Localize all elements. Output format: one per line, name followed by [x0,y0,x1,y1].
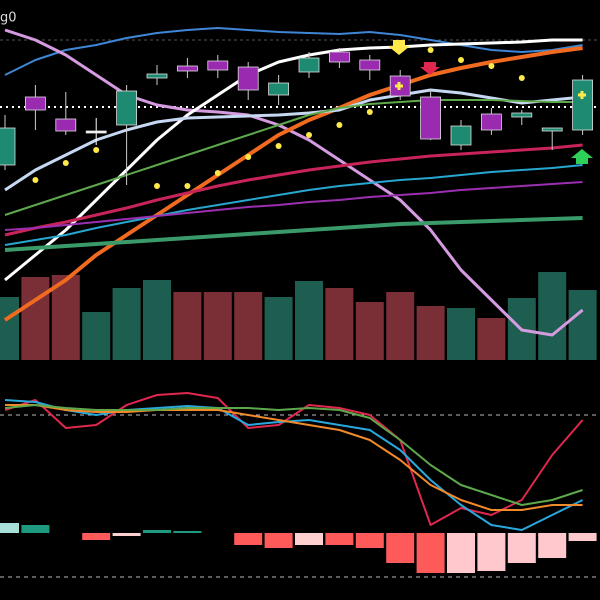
dot [93,147,100,153]
signal-arrow [420,62,440,75]
bar [355,533,384,548]
bar [295,281,323,360]
bar [538,533,567,558]
bar [51,275,80,360]
candle-body [146,73,168,79]
bar [112,533,141,536]
line-series [3,46,583,322]
bar [295,533,323,545]
candle-body [237,66,259,91]
candle-body [328,51,350,63]
bar [507,533,536,563]
signal-arrow [571,149,593,164]
bar [416,533,445,573]
chart-title: g0 [0,11,17,26]
bar [234,533,263,545]
candle-body [207,60,229,71]
signal-arrow [388,40,410,55]
candle-body [176,65,198,72]
bar [264,297,293,360]
candle-body [480,113,502,131]
dot [62,160,69,166]
plot [0,27,597,573]
dot [214,170,221,176]
candle-body [420,96,442,140]
line-series [4,216,583,252]
line-series [5,404,583,511]
dot [154,183,160,189]
line-series [4,399,584,531]
candle-body [116,90,137,126]
bar [325,288,354,360]
candle-body [268,82,290,96]
candle-body [359,59,381,71]
bar [416,306,445,360]
bar [355,302,384,360]
bar [264,533,293,548]
dot [366,109,373,115]
dot [184,183,191,189]
dot [245,154,252,160]
bar [203,292,232,360]
bar [173,531,202,533]
dot [518,75,525,81]
bar [325,533,354,545]
line-series [4,392,584,526]
bar [21,277,50,360]
line-series [4,28,584,337]
line-series [4,99,583,216]
bar [0,297,19,360]
candle-body [298,57,320,73]
bar [477,318,506,360]
bar [143,530,171,533]
line-series [4,88,583,192]
signal-plus [395,82,586,99]
bar [21,525,50,533]
dot [306,132,312,138]
line-series [4,164,583,246]
bar [447,308,475,360]
dot [488,63,495,69]
line-series [4,404,583,506]
bar [143,280,171,360]
bar [386,292,415,360]
bar [112,288,141,360]
bar [568,533,597,541]
bar [0,523,19,533]
line-series [4,143,583,237]
candle-body [541,127,563,132]
bar [538,272,567,360]
candle-body [572,79,593,131]
line-series [4,27,583,76]
bar [477,533,506,571]
candle-body [511,112,533,118]
dot [458,57,464,63]
bar [234,292,263,360]
candle-body [0,127,16,166]
candle-body [55,118,77,132]
bar [173,292,202,360]
bar [82,533,111,540]
candle-body [24,96,46,111]
dot [427,47,434,53]
bar [82,312,111,360]
candle-body [450,125,472,146]
bar [386,533,415,563]
candle-body [85,130,107,134]
dot [32,177,39,183]
bar [568,290,597,360]
line-series [4,38,583,282]
bar [447,533,475,573]
dot [275,143,282,149]
line-series [4,181,583,231]
dot [336,122,343,128]
